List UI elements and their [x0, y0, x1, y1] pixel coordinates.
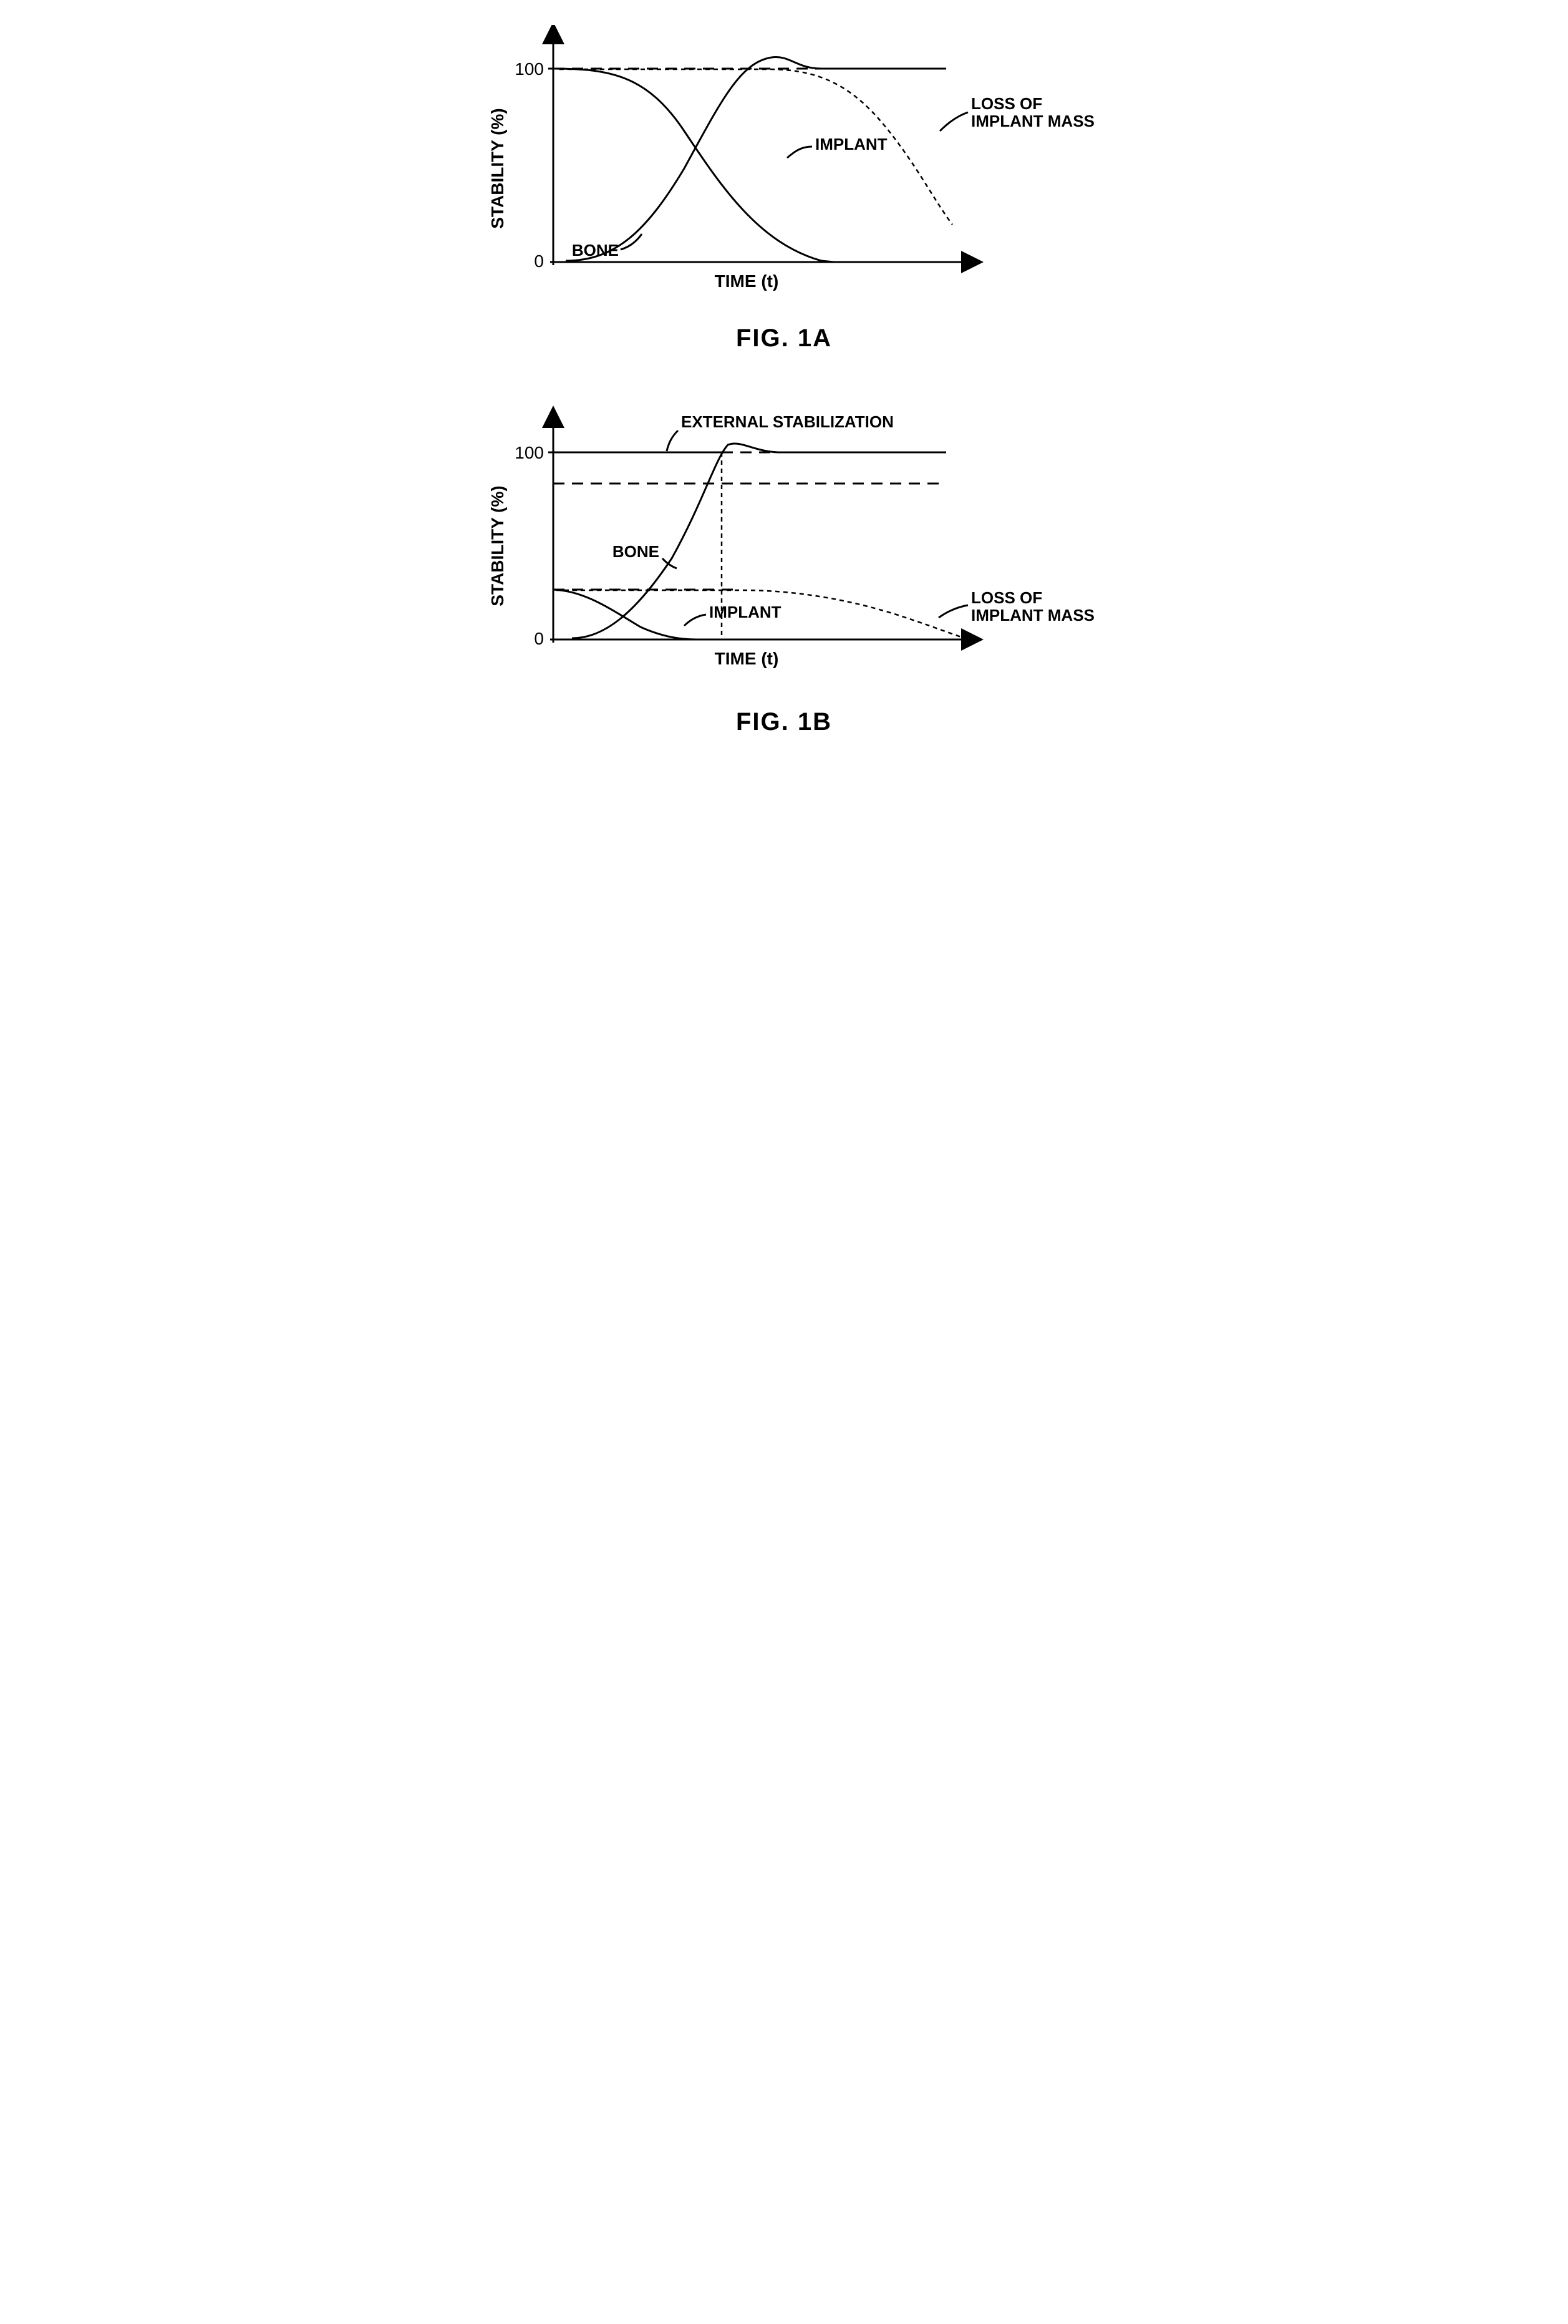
loss-label-line2: IMPLANT MASS — [971, 112, 1095, 130]
implant-leader — [684, 615, 706, 626]
implant-curve — [553, 69, 834, 262]
loss-leader — [940, 112, 968, 131]
fig1b-svg: 100 0 STABILITY (%) TIME (t) BONE IMPLAN… — [472, 402, 1096, 696]
figure-1a: 100 0 STABILITY (%) TIME (t) BONE IMPLAN… — [472, 25, 1096, 352]
external-leader — [667, 430, 678, 451]
fig1b-title: FIG. 1B — [472, 708, 1096, 736]
y-tick-0: 0 — [534, 251, 544, 271]
y-tick-100: 100 — [515, 59, 544, 79]
loss-label-line1: LOSS OF — [971, 94, 1042, 113]
x-axis-label: TIME (t) — [715, 649, 779, 668]
loss-curve — [559, 69, 952, 225]
bone-leader — [662, 558, 677, 568]
loss-label-line1: LOSS OF — [971, 588, 1042, 607]
loss-leader — [939, 605, 968, 618]
external-label: EXTERNAL STABILIZATION — [681, 412, 894, 431]
y-axis-label: STABILITY (%) — [488, 108, 507, 228]
implant-label: IMPLANT — [815, 135, 888, 153]
loss-label: LOSS OF IMPLANT MASS — [971, 588, 1095, 625]
loss-label-line2: IMPLANT MASS — [971, 606, 1095, 625]
x-axis-label: TIME (t) — [715, 271, 779, 291]
loss-label-1: LOSS OF IMPLANT MASS — [971, 94, 1095, 130]
fig1a-title: FIG. 1A — [472, 324, 1096, 352]
y-tick-0: 0 — [534, 629, 544, 648]
bone-curve — [566, 57, 946, 261]
implant-label: IMPLANT — [709, 603, 782, 621]
figure-1b: 100 0 STABILITY (%) TIME (t) BONE IMPLAN… — [472, 402, 1096, 736]
implant-leader — [787, 147, 812, 158]
y-axis-label: STABILITY (%) — [488, 485, 507, 606]
fig1a-svg: 100 0 STABILITY (%) TIME (t) BONE IMPLAN… — [472, 25, 1096, 312]
y-tick-100: 100 — [515, 443, 544, 462]
bone-label: BONE — [612, 542, 659, 561]
bone-label: BONE — [572, 241, 619, 260]
